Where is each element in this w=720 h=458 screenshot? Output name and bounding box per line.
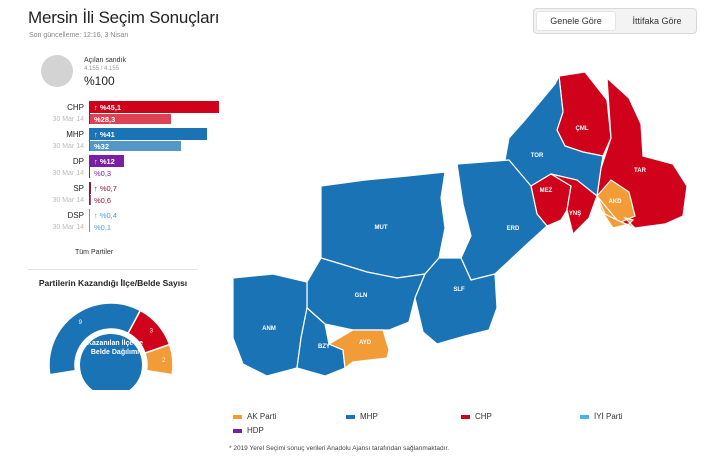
- gauge-segment-count: 9: [79, 320, 83, 326]
- previous-result-bar: [89, 168, 90, 178]
- previous-result-bar: [89, 114, 171, 124]
- district-label: MUT: [375, 225, 388, 231]
- district-ayd[interactable]: [327, 329, 390, 370]
- district-ynş[interactable]: [550, 173, 598, 236]
- legend-item-ak-parti: AK Parti: [233, 412, 276, 421]
- gauge-segment-count: 3: [150, 329, 154, 335]
- legend-swatch: [461, 414, 470, 419]
- current-result-bar: [89, 155, 124, 167]
- party-row-mhp: MHP 30 Mar 14 ↑ %41 %32: [28, 128, 208, 155]
- party-name: SP: [73, 184, 84, 193]
- party-name: DSP: [67, 211, 84, 220]
- legend-item-hdp: HDP: [233, 426, 264, 435]
- legend-swatch: [233, 428, 242, 433]
- view-toggle: Genele Göre İttifaka Göre: [533, 8, 697, 34]
- previous-election-date: 30 Mar 14: [52, 197, 84, 204]
- district-label: SLF: [453, 287, 465, 293]
- current-result-bar: [89, 101, 219, 113]
- map-legend: AK Parti MHP CHP İYİ Parti HDP: [233, 412, 703, 438]
- current-result-value: ↑ %45,1: [94, 103, 122, 112]
- current-result-value: ↑ %41: [94, 130, 115, 139]
- previous-result-bar: [89, 222, 90, 232]
- party-name: CHP: [67, 103, 84, 112]
- legend-label: MHP: [360, 412, 378, 421]
- district-label: TOR: [531, 153, 544, 159]
- party-row-dp: DP 30 Mar 14 ↑ %12 %0,3: [28, 155, 198, 182]
- previous-result-value: %28,3: [94, 115, 116, 124]
- district-map: ÇML TAR TOR MEZ YNŞ AKD MUT ERD GLN SLF ANM BZY AYD: [232, 71, 688, 377]
- current-result-bar: [89, 209, 91, 221]
- current-result-value: ↑ %12: [94, 157, 115, 166]
- ballot-label: Açılan sandık: [84, 57, 127, 64]
- district-label: BZY: [318, 344, 330, 350]
- previous-election-date: 30 Mar 14: [52, 170, 84, 177]
- district-slf[interactable]: [414, 257, 498, 345]
- district-label: MEZ: [540, 188, 553, 194]
- party-row-chp: CHP 30 Mar 14 ↑ %45,1 %28,3: [28, 101, 219, 128]
- district-label: TAR: [634, 168, 647, 174]
- legend-label: HDP: [247, 426, 264, 435]
- alliance-view-button[interactable]: İttifaka Göre: [632, 16, 682, 26]
- previous-result-value: %32: [94, 142, 110, 151]
- district-çml[interactable]: [556, 71, 612, 157]
- legend-swatch: [346, 414, 355, 419]
- previous-result-value: %0,6: [94, 196, 112, 205]
- current-result-bar: [89, 128, 208, 140]
- ballot-count: 4.155 / 4.155: [84, 66, 120, 72]
- divider: [28, 269, 198, 270]
- previous-result-bar: [89, 141, 182, 151]
- district-label: ÇML: [576, 126, 589, 132]
- district-akd[interactable]: [596, 179, 636, 229]
- legend-item-iyi-parti: İYİ Parti: [580, 412, 622, 421]
- legend-label: İYİ Parti: [594, 412, 623, 421]
- district-label: AYD: [359, 340, 372, 346]
- previous-result-value: %0,1: [94, 223, 112, 232]
- district-label: YNŞ: [569, 211, 581, 217]
- district-label: AKD: [609, 199, 623, 205]
- gauge-center-circle: [78, 332, 144, 390]
- footnote: * 2019 Yerel Seçimi sonuç verileri Anado…: [229, 445, 450, 452]
- won-gauge-center-label: Kazanılan İlçe ve Belde Dağılımı: [86, 340, 144, 356]
- previous-result-bar: [89, 195, 91, 205]
- legend-item-mhp: MHP: [346, 412, 378, 421]
- won-section-title: Partilerin Kazandığı İlçe/Belde Sayısı: [38, 278, 188, 288]
- current-result-bar: [89, 182, 92, 194]
- previous-election-date: 30 Mar 14: [52, 143, 84, 150]
- district-erd[interactable]: [456, 159, 548, 281]
- page-title: Mersin İli Seçim Sonuçları: [28, 8, 220, 27]
- previous-election-date: 30 Mar 14: [52, 224, 84, 231]
- previous-result-value: %0,3: [94, 169, 112, 178]
- party-results: CHP 30 Mar 14 ↑ %45,1 %28,3 MHP 30 Mar 14 ↑ %…: [28, 101, 219, 236]
- won-gauge-chart: 9 3 2: [48, 302, 174, 390]
- last-updated: Son güncelleme: 12:16, 3 Nisan: [29, 32, 129, 39]
- current-result-value: ↑ %0,7: [94, 184, 117, 193]
- party-row-sp: SP 30 Mar 14 ↑ %0,7 %0,6: [28, 182, 198, 209]
- district-anm[interactable]: [232, 273, 308, 377]
- all-parties-link[interactable]: Tüm Partiler: [75, 249, 114, 256]
- gauge-segment-count: 2: [162, 358, 166, 364]
- general-view-button[interactable]: Genele Göre: [536, 11, 616, 31]
- district-label: ERD: [507, 226, 520, 232]
- ballot-percent: %100: [84, 74, 115, 88]
- gauge-segment-ak-parti[interactable]: [144, 343, 174, 376]
- legend-swatch: [233, 414, 242, 419]
- party-name: MHP: [66, 130, 84, 139]
- legend-item-chp: CHP: [461, 412, 492, 421]
- gauge-segment-mhp[interactable]: [48, 302, 142, 376]
- current-result-value: ↑ %0,4: [94, 211, 117, 220]
- district-label: GLN: [355, 293, 368, 299]
- party-row-dsp: DSP 30 Mar 14 ↑ %0,4 %0,1: [28, 209, 198, 236]
- legend-swatch: [580, 414, 589, 419]
- previous-election-date: 30 Mar 14: [52, 116, 84, 123]
- legend-label: AK Parti: [247, 412, 277, 421]
- party-name: DP: [72, 157, 84, 166]
- legend-label: CHP: [475, 412, 492, 421]
- district-label: ANM: [262, 326, 276, 332]
- ballot-pie-chart: [41, 55, 73, 87]
